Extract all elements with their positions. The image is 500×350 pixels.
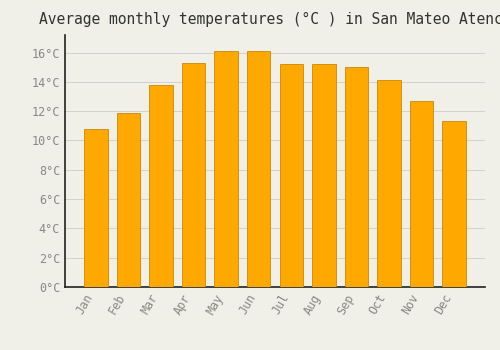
Bar bbox=[344, 67, 368, 287]
Title: Average monthly temperatures (°C ) in San Mateo Atenco: Average monthly temperatures (°C ) in Sa… bbox=[39, 12, 500, 27]
Bar bbox=[378, 80, 401, 287]
Bar bbox=[410, 101, 434, 287]
Bar bbox=[84, 129, 108, 287]
Bar bbox=[312, 64, 336, 287]
Bar bbox=[149, 85, 172, 287]
Bar bbox=[280, 64, 303, 287]
Bar bbox=[116, 113, 140, 287]
Bar bbox=[247, 51, 270, 287]
Bar bbox=[442, 121, 466, 287]
Bar bbox=[182, 63, 206, 287]
Bar bbox=[214, 51, 238, 287]
